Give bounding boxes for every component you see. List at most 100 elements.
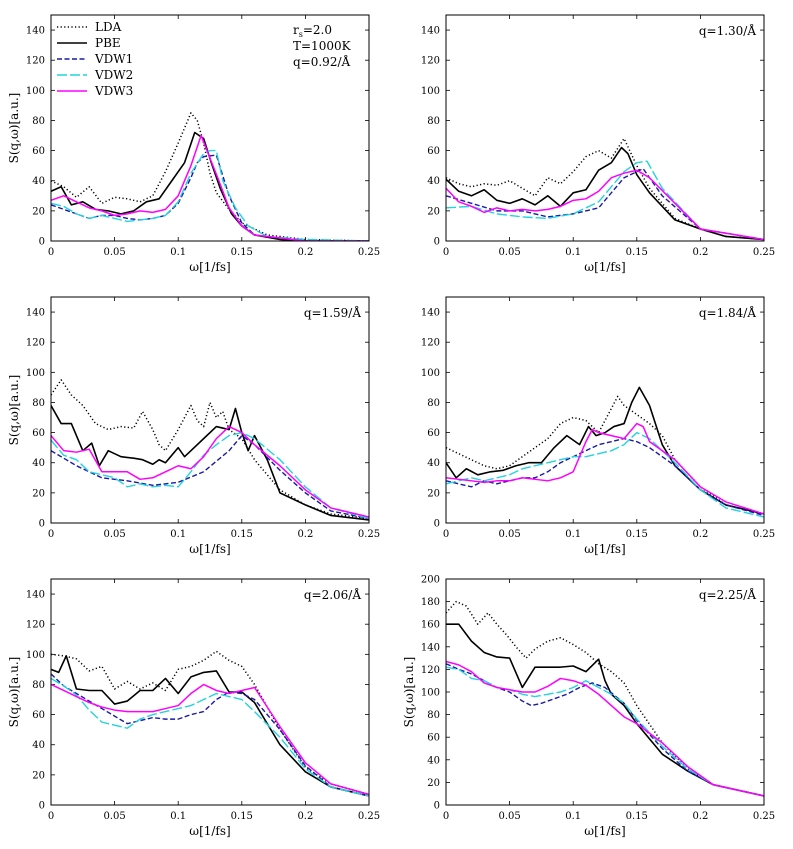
- y-tick-label: 0: [434, 237, 440, 248]
- x-tick-label: 0: [443, 811, 449, 822]
- series-vdw2-line: [446, 160, 764, 241]
- temperature-annotation: T=1000K: [293, 39, 352, 53]
- y-tick-label: 100: [421, 86, 440, 97]
- y-tick-label: 0: [39, 801, 45, 812]
- series-pbe-line: [446, 146, 764, 241]
- x-tick-label: 0.1: [170, 529, 186, 540]
- x-tick-label: 0.2: [692, 811, 708, 822]
- y-tick-label: 160: [421, 620, 440, 631]
- x-tick-label: 0.2: [297, 811, 313, 822]
- y-tick-label: 80: [427, 398, 440, 409]
- x-tick-label: 0.1: [170, 247, 186, 258]
- y-tick-label: 0: [434, 519, 440, 530]
- series-vdw2-line: [51, 677, 369, 797]
- rs-annotation: rs=2.0: [293, 23, 332, 39]
- x-axis-label: ω[1/fs]: [584, 824, 625, 838]
- q-annotation: q=2.06/Å: [304, 587, 361, 602]
- y-tick-label: 120: [26, 620, 45, 631]
- panel-1: 0 20 40 60 80 100 120 140 0 0.05 0.1 0.15 0.2 0.25 ω[1…: [421, 14, 775, 274]
- series-group: [51, 379, 369, 521]
- series-group: [51, 650, 369, 797]
- q-annotation: q=1.30/Å: [699, 23, 756, 38]
- y-tick-label: 60: [427, 733, 440, 744]
- series-vdw1-line: [446, 663, 764, 797]
- x-tick-label: 0.2: [692, 529, 708, 540]
- plot-frame: [445, 578, 765, 806]
- x-tick-label: 0: [443, 247, 449, 258]
- series-vdw1-line: [446, 437, 764, 517]
- y-tick-label: 180: [421, 597, 440, 608]
- y-tick-label: 40: [32, 740, 45, 751]
- x-tick-label: 0.15: [231, 529, 253, 540]
- x-tick-label: 0.2: [297, 247, 313, 258]
- x-tick-label: 0.1: [565, 247, 581, 258]
- plot-frame: [445, 296, 765, 524]
- y-tick-label: 20: [427, 206, 440, 217]
- series-vdw2-line: [446, 666, 764, 797]
- y-tick-label: 100: [26, 368, 45, 379]
- series-pbe-line: [446, 386, 764, 515]
- y-tick-label: 20: [32, 206, 45, 217]
- y-tick-label: 100: [421, 368, 440, 379]
- x-tick-label: 0: [48, 247, 54, 258]
- x-tick-label: 0.1: [565, 529, 581, 540]
- x-tick-label: 0.15: [231, 247, 253, 258]
- series-group: [446, 137, 764, 241]
- legend-vdw3-label: VDW3: [94, 84, 133, 98]
- x-tick-label: 0.15: [626, 247, 648, 258]
- y-tick-label: 80: [32, 680, 45, 691]
- x-tick-label: 0.25: [753, 811, 775, 822]
- y-tick-label: 60: [32, 146, 45, 157]
- series-pbe-line: [51, 405, 369, 521]
- y-tick-label: 0: [39, 519, 45, 530]
- series-lda-line: [446, 137, 764, 241]
- x-tick-label: 0.25: [358, 811, 380, 822]
- y-tick-label: 120: [26, 338, 45, 349]
- y-tick-label: 20: [427, 488, 440, 499]
- legend-vdw1-label: VDW1: [94, 52, 133, 66]
- series-vdw3-line: [51, 134, 369, 241]
- y-tick-label: 0: [39, 237, 45, 248]
- plot-frame: [50, 14, 370, 242]
- y-tick-label: 140: [26, 590, 45, 601]
- series-vdw1-line: [51, 434, 369, 520]
- y-tick-label: 20: [427, 778, 440, 789]
- y-tick-label: 80: [427, 710, 440, 721]
- x-tick-label: 0: [443, 529, 449, 540]
- y-tick-label: 40: [427, 755, 440, 766]
- series-lda-line: [51, 112, 369, 241]
- y-tick-label: 140: [421, 642, 440, 653]
- series-vdw3-line: [446, 660, 764, 797]
- series-vdw2-line: [51, 149, 369, 241]
- q-annotation: q=1.59/Å: [304, 305, 361, 320]
- x-axis-label: ω[1/fs]: [584, 260, 625, 274]
- series-vdw3-line: [51, 683, 369, 796]
- series-vdw3-line: [446, 169, 764, 241]
- x-tick-label: 0.05: [498, 529, 520, 540]
- y-tick-label: 120: [421, 665, 440, 676]
- series-vdw1-line: [51, 673, 369, 797]
- x-tick-label: 0.05: [103, 529, 125, 540]
- x-tick-label: 0.05: [498, 247, 520, 258]
- y-tick-label: 40: [427, 176, 440, 187]
- y-axis-label: S(q,ω)[a.u.]: [7, 375, 21, 446]
- series-group: [446, 600, 764, 797]
- panel-4: 0 20 40 60 80 100 120 140 0 0.05 0.1 0.15 0.2 0.25 ω[1…: [7, 578, 380, 838]
- y-tick-label: 80: [427, 116, 440, 127]
- plot-frame: [445, 14, 765, 242]
- plot-frame: [50, 578, 370, 806]
- series-vdw1-line: [446, 167, 764, 241]
- x-tick-label: 0.05: [103, 811, 125, 822]
- y-tick-label: 140: [26, 308, 45, 319]
- y-tick-label: 40: [32, 458, 45, 469]
- y-tick-label: 0: [434, 801, 440, 812]
- panel-3: 0 20 40 60 80 100 120 140 0 0.05 0.1 0.15 0.2 0.25 ω[1…: [421, 296, 775, 556]
- x-axis-label: ω[1/fs]: [189, 542, 230, 556]
- x-tick-label: 0.15: [626, 529, 648, 540]
- series-lda-line: [51, 379, 369, 520]
- x-tick-label: 0: [48, 529, 54, 540]
- panel-5: 0 20 40 60 80 100 120 140 160 180 200 0 0.05 0.1 0.15 0…: [402, 575, 775, 839]
- y-tick-label: 200: [421, 575, 440, 586]
- legend-lda-label: LDA: [95, 20, 122, 34]
